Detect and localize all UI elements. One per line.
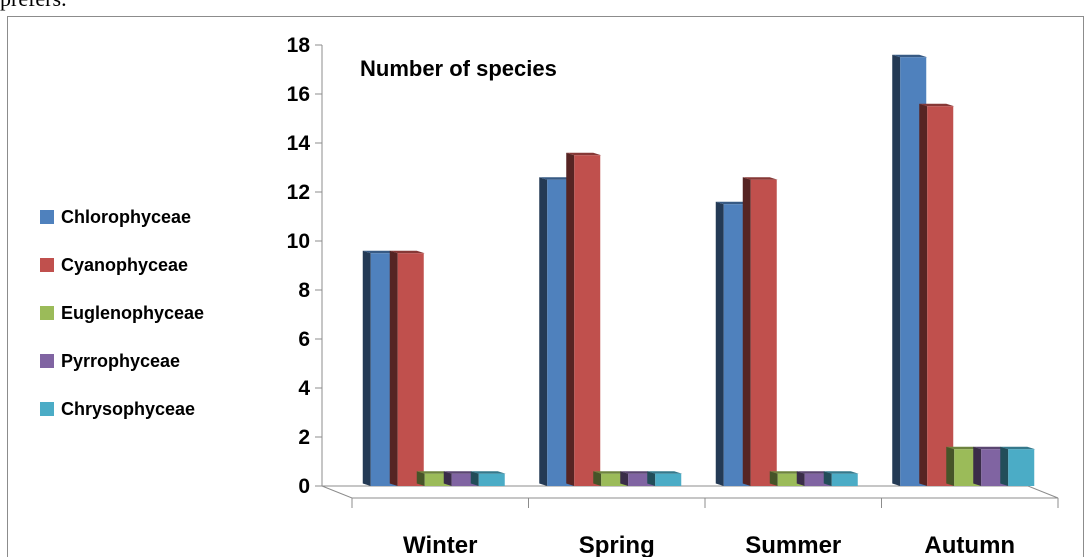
x-category-label: Spring xyxy=(579,532,655,557)
bar-top-euglenophyceae-autumn xyxy=(946,446,982,450)
bar-side-chrysophyceae-winter xyxy=(470,471,479,486)
y-tick-label: 10 xyxy=(287,230,310,253)
bar-top-pyrrophyceae-summer xyxy=(796,471,832,474)
legend-label: Chlorophyceae xyxy=(61,207,191,227)
y-tick-label: 4 xyxy=(298,377,310,400)
bar-side-chlorophyceae-autumn xyxy=(892,54,901,486)
bar-top-euglenophyceae-spring xyxy=(593,471,629,474)
bar-top-pyrrophyceae-spring xyxy=(620,471,656,474)
bar-chrysophyceae-autumn xyxy=(1008,449,1035,486)
bar-top-chlorophyceae-autumn xyxy=(892,54,928,58)
bar-side-cyanophyceae-winter xyxy=(389,250,398,486)
y-tick-label: 6 xyxy=(298,328,310,351)
y-tick-label: 8 xyxy=(298,279,310,302)
bar-side-euglenophyceae-spring xyxy=(593,471,602,486)
bar-side-pyrrophyceae-winter xyxy=(443,471,452,486)
y-tick-label: 16 xyxy=(287,83,310,106)
bar-top-chrysophyceae-winter xyxy=(470,471,506,474)
legend-swatch xyxy=(40,258,54,272)
bar-side-chlorophyceae-summer xyxy=(715,201,724,486)
legend-label: Cyanophyceae xyxy=(61,255,188,275)
preceding-text-fragment: prefers. xyxy=(0,0,67,12)
bar-side-chrysophyceae-autumn xyxy=(1000,446,1009,486)
bar-side-chrysophyceae-spring xyxy=(647,471,656,486)
bar-top-cyanophyceae-winter xyxy=(389,250,425,254)
bar-side-chlorophyceae-winter xyxy=(362,250,371,486)
bar-top-pyrrophyceae-winter xyxy=(443,471,479,474)
bar-top-chrysophyceae-autumn xyxy=(1000,446,1036,450)
bar-top-chrysophyceae-spring xyxy=(647,471,683,474)
y-tick-label: 14 xyxy=(287,132,311,155)
legend-label: Pyrrophyceae xyxy=(61,351,180,371)
bar-side-euglenophyceae-autumn xyxy=(946,446,955,486)
legend-label: Euglenophyceae xyxy=(61,303,204,323)
bar-side-cyanophyceae-summer xyxy=(742,177,751,486)
y-tick-label: 2 xyxy=(298,426,310,449)
bar-top-pyrrophyceae-autumn xyxy=(973,446,1009,450)
bar-chrysophyceae-winter xyxy=(478,473,505,486)
bar-top-cyanophyceae-summer xyxy=(742,177,778,180)
bar-top-chlorophyceae-summer xyxy=(715,201,751,205)
legend-swatch xyxy=(40,402,54,416)
bar-cyanophyceae-spring xyxy=(574,155,601,486)
chart-floor xyxy=(321,485,1059,499)
chart-title: Number of species xyxy=(360,56,557,81)
bar-top-chrysophyceae-summer xyxy=(823,471,859,474)
legend-swatch xyxy=(40,306,54,320)
legend-swatch xyxy=(40,354,54,368)
legend-label: Chrysophyceae xyxy=(61,399,195,419)
bar-side-pyrrophyceae-autumn xyxy=(973,446,982,486)
bar-top-cyanophyceae-autumn xyxy=(919,103,955,107)
bar-side-euglenophyceae-winter xyxy=(416,471,425,486)
bar-top-chlorophyceae-spring xyxy=(539,177,575,180)
x-category-label: Winter xyxy=(403,532,477,557)
y-tick-label: 12 xyxy=(287,181,310,204)
bar-side-cyanophyceae-autumn xyxy=(919,103,928,486)
bar-cyanophyceae-autumn xyxy=(927,106,954,486)
bar-cyanophyceae-summer xyxy=(750,179,777,486)
bar-side-chlorophyceae-spring xyxy=(539,177,548,486)
bar-side-pyrrophyceae-spring xyxy=(620,471,629,486)
bar-top-euglenophyceae-winter xyxy=(416,471,452,474)
bar-top-cyanophyceae-spring xyxy=(566,152,602,156)
y-tick-label: 0 xyxy=(298,475,310,498)
bar-side-chrysophyceae-summer xyxy=(823,471,832,486)
x-category-label: Summer xyxy=(745,532,841,557)
bar-top-euglenophyceae-summer xyxy=(769,471,805,474)
legend-swatch xyxy=(40,210,54,224)
bar-cyanophyceae-winter xyxy=(397,253,424,486)
bar-chrysophyceae-summer xyxy=(831,473,858,486)
y-tick-label: 18 xyxy=(287,34,311,57)
bar-top-chlorophyceae-winter xyxy=(362,250,398,254)
bar-side-cyanophyceae-spring xyxy=(566,152,575,486)
bar-side-euglenophyceae-summer xyxy=(769,471,778,486)
bar-chrysophyceae-spring xyxy=(655,473,682,486)
bar-side-pyrrophyceae-summer xyxy=(796,471,805,486)
x-category-label: Autumn xyxy=(924,532,1015,557)
